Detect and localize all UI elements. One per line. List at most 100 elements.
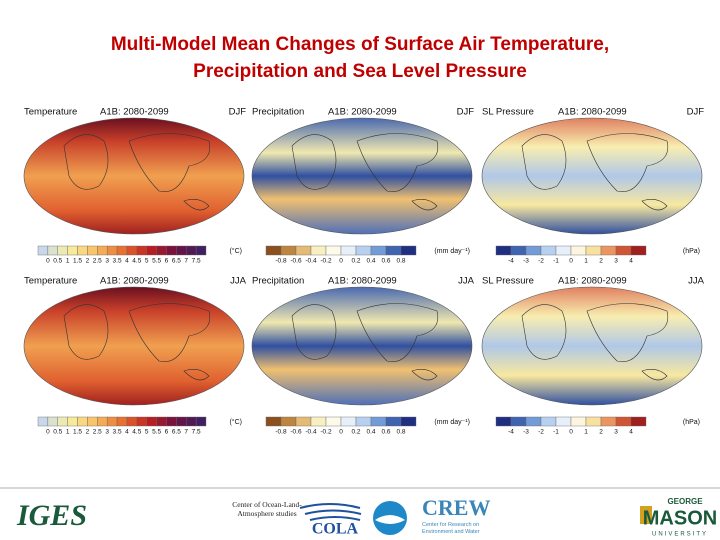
colorbar-tick-label: -3 (523, 429, 529, 436)
crew-caption-box: Center for Research on Environment and W… (422, 522, 480, 535)
colorbar-segment (600, 245, 617, 256)
colorbar-segment (295, 245, 312, 256)
colorbar-tick-label: 0.8 (396, 258, 405, 265)
colorbar-tick-label: 3 (614, 258, 618, 265)
footer: IGES Center of Ocean-Land-Atmosphere stu… (16, 495, 717, 538)
colorbar-segment (37, 245, 49, 256)
panel-scenario: A1B: 2080-2099 (100, 276, 169, 287)
colorbar-segment (615, 245, 632, 256)
colorbar-segment (370, 245, 387, 256)
colorbar-unit: (°C) (229, 247, 242, 255)
colorbar-tick-label: 1 (584, 258, 588, 265)
colorbar-segment (355, 416, 372, 427)
colorbar-tick-label: 0.6 (381, 429, 390, 436)
colorbar-segment (355, 245, 372, 256)
continent-outline (521, 133, 669, 211)
map (23, 117, 245, 235)
colorbar-tick-label: 0.6 (381, 258, 390, 265)
continent-outline (291, 133, 439, 211)
colorbar-tick-label: -0.6 (290, 258, 302, 265)
colorbar-tick-label: 0 (569, 258, 573, 265)
colorbar-tick-label: 7.5 (192, 429, 201, 436)
panel-scenario: A1B: 2080-2099 (328, 276, 397, 287)
colorbar-segment (525, 416, 542, 427)
colorbar-tick-label: 6.5 (172, 258, 181, 265)
continent-outline (63, 133, 211, 211)
colorbar-tick-label: 1 (584, 429, 588, 436)
crew-emblem-wave (375, 515, 405, 524)
crew-logo: CREW (422, 495, 490, 520)
colorbar-segment (136, 245, 147, 256)
colorbar-segment (310, 416, 327, 427)
panel-season: JJA (458, 276, 475, 287)
colorbar-segment (570, 245, 587, 256)
colorbar-tick-label: 4 (629, 258, 633, 265)
colorbar-segment (57, 245, 68, 256)
iges-logo: IGES (16, 499, 87, 532)
colorbar-tick-label: 0.4 (366, 258, 375, 265)
colorbar-segment (166, 245, 177, 256)
panel-scenario: A1B: 2080-2099 (558, 107, 627, 118)
colorbar-unit: (hPa) (683, 248, 700, 255)
colorbar-tick-label: 4.5 (132, 258, 141, 265)
colorbar-segment (97, 416, 108, 427)
panel-scenario: A1B: 2080-2099 (100, 107, 169, 118)
colorbar-segment (186, 245, 197, 256)
colorbar-segment (77, 416, 88, 427)
panel-season: JJA (688, 276, 705, 287)
colorbar-tick-label: 0 (339, 429, 343, 436)
colorbar-segment (280, 416, 297, 427)
colorbar-segment (280, 245, 297, 256)
colorbar-tick-label: -3 (523, 258, 529, 265)
colorbar-unit: (hPa) (683, 419, 700, 426)
colorbar-tick-label: 1 (66, 258, 70, 265)
colorbar-segment (325, 245, 342, 256)
colorbar-tick-label: 2 (599, 258, 603, 265)
colorbar-segment (325, 416, 342, 427)
map (481, 117, 703, 235)
colorbar-segment (615, 416, 632, 427)
colorbar-segment (186, 416, 197, 427)
colorbar-segment (166, 416, 177, 427)
colorbar-tick-label: -0.2 (320, 258, 332, 265)
panel-variable: Precipitation (252, 276, 304, 287)
colorbar-segment (385, 245, 402, 256)
colorbar-tick-label: 7 (184, 258, 188, 265)
cola-waves (299, 503, 362, 521)
colorbar-tick-label: 1.5 (73, 429, 82, 436)
colorbar-tick-label: 7 (184, 429, 188, 436)
colorbar-segment (265, 245, 282, 256)
colorbar-tick-label: 0.4 (366, 429, 375, 436)
colorbar-tick-label: 3 (614, 429, 618, 436)
colorbar-tick-label: -0.8 (275, 258, 287, 265)
colorbar-tick-label: 0 (46, 258, 50, 265)
colorbar-segment (87, 416, 98, 427)
colorbar-segment (146, 245, 157, 256)
gmu-bottom: UNIVERSITY (652, 532, 708, 538)
colorbar-segment (67, 245, 78, 256)
colorbar-tick-label: 0 (569, 429, 573, 436)
colorbar-tick-label: -4 (508, 258, 514, 265)
panel-season: DJF (687, 107, 705, 118)
colorbar-tick-label: 2 (86, 429, 90, 436)
colorbar-tick-label: 2 (86, 258, 90, 265)
colorbar-tick-label: 4.5 (132, 429, 141, 436)
crew-caption: Center for Research on Environment and W… (422, 522, 480, 535)
colorbar-segment (176, 416, 187, 427)
colorbar-segment (156, 416, 167, 427)
colorbar-segment (106, 416, 118, 427)
colorbar-segment (525, 245, 542, 256)
colorbar-segment (600, 416, 617, 427)
map (23, 286, 245, 406)
panels: Temperature A1B: 2080-2099 DJF Precipitatio… (23, 107, 705, 436)
colorbar-segment (570, 416, 587, 427)
colorbar-segment (630, 245, 647, 256)
colorbar-tick-label: 6.5 (172, 429, 181, 436)
colorbar-tick-label: 2.5 (93, 258, 102, 265)
panel-variable: SL Pressure (482, 276, 534, 287)
colorbar-segment (555, 416, 572, 427)
colorbar-segment (370, 416, 387, 427)
title-line: Precipitation and Sea Level Pressure (193, 61, 527, 82)
colorbar-segment (106, 245, 118, 256)
